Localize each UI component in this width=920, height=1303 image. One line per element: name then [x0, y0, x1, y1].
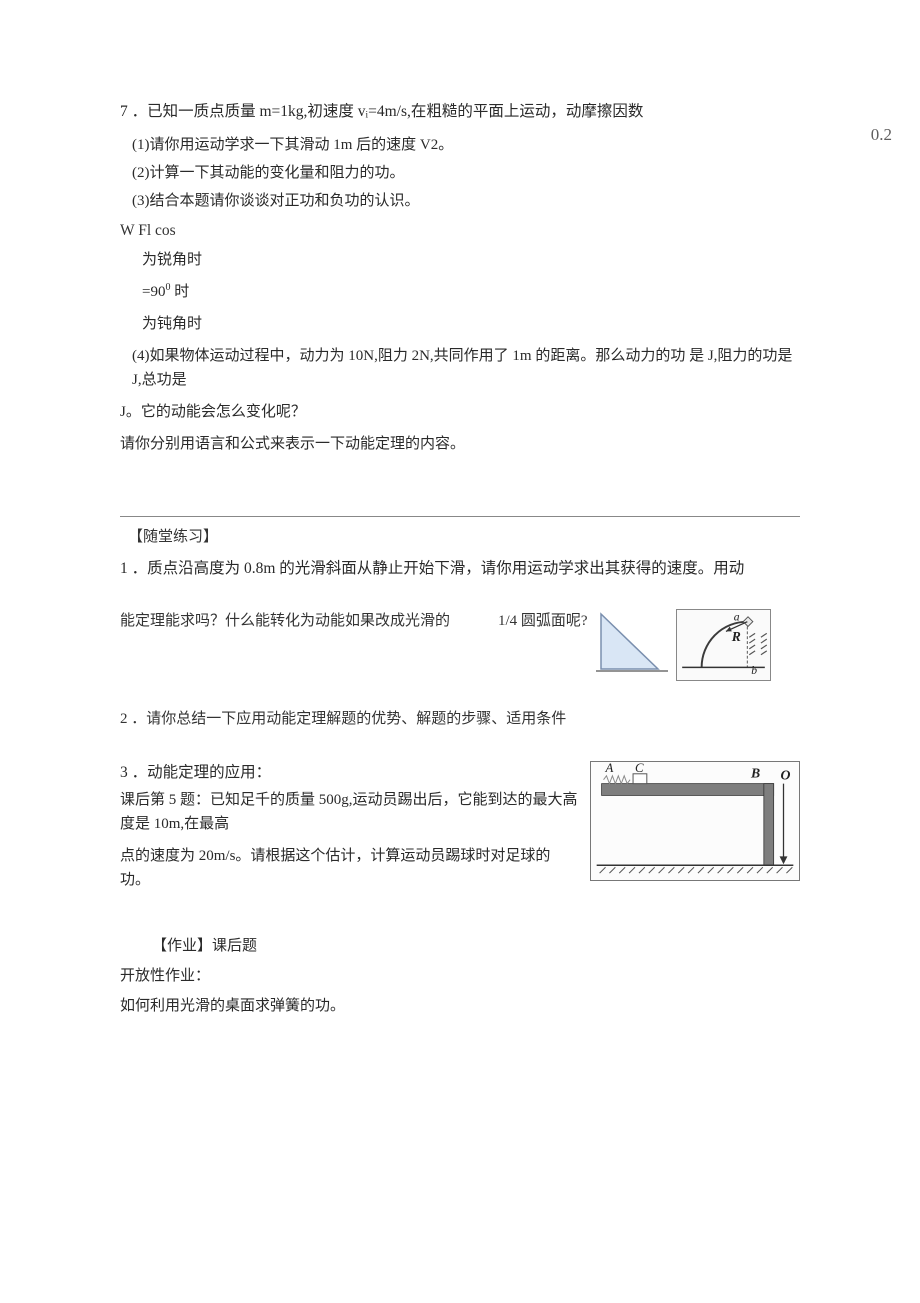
- q7-number: 7: [120, 103, 128, 120]
- q3-row: 3 ．动能定理的应用： 课后第 5 题：已知足千的质量 500g,运动员踢出后，…: [120, 761, 800, 894]
- work-formula: W Fl cos: [120, 219, 800, 244]
- label-A: A: [605, 761, 614, 775]
- q7-text: ．已知一质点质量 m=1kg,初速度 vᵢ=4m/s,在粗糙的平面上运动，动摩擦…: [132, 103, 644, 120]
- table-diagram: A C B O: [590, 761, 800, 881]
- q7-sub4: (4)如果物体运动过程中，动力为 10N,阻力 2N,共同作用了 1m 的距离。…: [120, 344, 800, 392]
- q1-text-b: 能定理能求吗？什么能转化为动能如果改成光滑的: [120, 609, 450, 633]
- arc-label-a: a: [733, 611, 739, 624]
- q1-text-a: ．质点沿高度为 0.8m 的光滑斜面从静止开始下滑，请你用运动学求出其获得的速度…: [132, 560, 745, 577]
- q3-title: ．动能定理的应用：: [132, 764, 272, 781]
- triangle-diagram: [596, 609, 668, 674]
- q1-number: 1: [120, 560, 128, 577]
- practice-header: 【随堂练习】: [120, 525, 800, 549]
- q2-number: 2: [120, 711, 128, 727]
- document-body: 7 ．已知一质点质量 m=1kg,初速度 vᵢ=4m/s,在粗糙的平面上运动，动…: [120, 100, 800, 1018]
- case-obtuse: 为钝角时: [120, 312, 800, 336]
- case-acute: 为锐角时: [120, 248, 800, 272]
- case-right-angle: =900 时: [120, 280, 800, 304]
- arc-wall-hatch: [749, 634, 767, 655]
- block-c: [633, 774, 647, 784]
- table-top: [602, 784, 774, 796]
- q1-row: 能定理能求吗？什么能转化为动能如果改成光滑的 1/4 圆弧面呢? R a b: [120, 609, 800, 681]
- spring-icon: [604, 776, 631, 784]
- mu-value: 0.2: [871, 121, 892, 148]
- table-leg: [764, 784, 774, 866]
- ground-hatch: [600, 868, 793, 874]
- q7-sub1: (1)请你用运动学求一下其滑动 1m 后的速度 V2。: [132, 133, 800, 157]
- label-C: C: [635, 761, 644, 775]
- q7-sub3: (3)结合本题请你谈谈对正功和负功的认识。: [132, 189, 800, 213]
- q7-sub2: (2)计算一下其动能的变化量和阻力的功。: [132, 161, 800, 185]
- arc-label-b: b: [751, 665, 757, 678]
- q3-title-line: 3 ．动能定理的应用：: [120, 761, 580, 786]
- q3-line2: 点的速度为 20m/s。请根据这个估计，计算运动员踢球时对足球的功。: [120, 844, 580, 892]
- q1-frac: 1/4 圆弧面呢?: [498, 609, 588, 633]
- label-B: B: [750, 766, 760, 781]
- q3-number: 3: [120, 764, 128, 781]
- homework-line1: 开放性作业：: [120, 964, 800, 988]
- arc-block-a: [743, 617, 753, 627]
- label-O: O: [781, 768, 791, 783]
- eq90: =90: [142, 284, 165, 300]
- q2-text: ．请你总结一下应用动能定理解题的优势、解题的步骤、适用条件: [131, 711, 566, 727]
- triangle-shape: [601, 614, 658, 669]
- q1-line-a: 1 ．质点沿高度为 0.8m 的光滑斜面从静止开始下滑，请你用运动学求出其获得的…: [120, 557, 800, 582]
- fall-arrow: [780, 857, 788, 865]
- section-divider: [120, 516, 800, 517]
- arc-label-R: R: [730, 630, 740, 645]
- q3-line1: 课后第 5 题：已知足千的质量 500g,运动员踢出后，它能到达的最大高度是 1…: [120, 788, 580, 836]
- arc-diagram: R a b: [676, 609, 771, 681]
- homework-header: 【作业】课后题: [120, 934, 800, 958]
- q7-ask: 请你分别用语言和公式来表示一下动能定理的内容。: [120, 432, 800, 456]
- homework-section: 【作业】课后题 开放性作业： 如何利用光滑的桌面求弹簧的功。: [120, 934, 800, 1018]
- q2-block: 2 ．请你总结一下应用动能定理解题的优势、解题的步骤、适用条件: [120, 707, 800, 731]
- q7-sub4-cont: J。它的动能会怎么变化呢？: [120, 400, 800, 424]
- shi: 时: [170, 284, 189, 300]
- q7-main: 7 ．已知一质点质量 m=1kg,初速度 vᵢ=4m/s,在粗糙的平面上运动，动…: [120, 100, 800, 125]
- q3-text-col: 3 ．动能定理的应用： 课后第 5 题：已知足千的质量 500g,运动员踢出后，…: [120, 761, 580, 894]
- q7-sublist: (1)请你用运动学求一下其滑动 1m 后的速度 V2。 (2)计算一下其动能的变…: [120, 133, 800, 213]
- homework-line2: 如何利用光滑的桌面求弹簧的功。: [120, 994, 800, 1018]
